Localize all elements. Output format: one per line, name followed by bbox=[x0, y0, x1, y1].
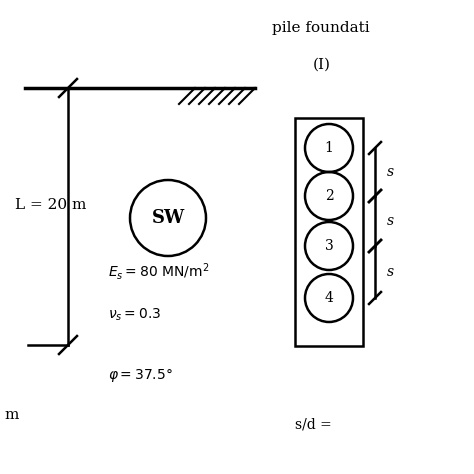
Text: 4: 4 bbox=[325, 291, 333, 305]
Text: pile foundati: pile foundati bbox=[272, 21, 370, 35]
Text: s: s bbox=[387, 165, 394, 179]
Text: $\nu_s = 0.3$: $\nu_s = 0.3$ bbox=[108, 307, 161, 323]
Text: $E_s = 80\ \mathrm{MN/m^2}$: $E_s = 80\ \mathrm{MN/m^2}$ bbox=[108, 262, 210, 283]
Text: 1: 1 bbox=[325, 141, 333, 155]
Text: s/d =: s/d = bbox=[295, 418, 332, 432]
Bar bbox=[295, 118, 363, 346]
Text: 2: 2 bbox=[325, 189, 333, 203]
Text: s: s bbox=[387, 265, 394, 279]
Text: m: m bbox=[4, 408, 18, 422]
Text: SW: SW bbox=[151, 209, 184, 227]
Text: L = 20 m: L = 20 m bbox=[15, 198, 86, 212]
Text: s: s bbox=[387, 214, 394, 228]
Text: $\varphi = 37.5°$: $\varphi = 37.5°$ bbox=[108, 366, 173, 383]
Text: 3: 3 bbox=[325, 239, 333, 253]
Text: (I): (I) bbox=[313, 58, 331, 72]
